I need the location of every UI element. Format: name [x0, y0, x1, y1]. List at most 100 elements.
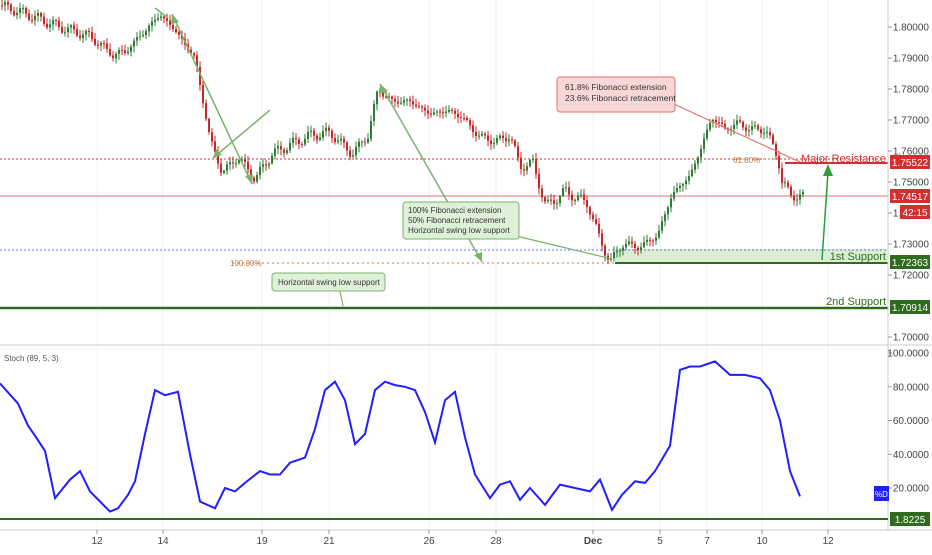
candle-body — [55, 19, 57, 21]
candle-body — [688, 176, 690, 181]
candle-body — [361, 141, 363, 143]
time-tick-label: 26 — [423, 536, 435, 547]
candle-body — [520, 157, 522, 170]
candle-body — [547, 199, 549, 202]
callout-mid-line-1: 100% Fibonacci extension — [408, 206, 501, 215]
candle-body — [109, 48, 111, 56]
candle-body — [469, 120, 471, 126]
candle-body — [61, 27, 63, 33]
candle-body — [238, 160, 240, 164]
badge-countdown-text: 42:15 — [902, 208, 927, 219]
candle-body — [127, 51, 129, 54]
candle-body — [475, 131, 477, 137]
arrow-line-2 — [212, 109, 271, 159]
candle-body — [628, 241, 630, 244]
candle-body — [397, 101, 399, 104]
candle-body — [538, 173, 540, 189]
candle-body — [655, 237, 657, 241]
candle-body — [373, 104, 375, 122]
price-tick-label: 1.76000 — [893, 147, 930, 158]
arrow-line-1a — [154, 7, 169, 19]
candle-body — [283, 149, 285, 153]
candle-body — [313, 130, 315, 136]
badge-stoch-level-text: 1.8225 — [895, 515, 926, 526]
callout-mid-pointer — [515, 235, 613, 260]
candle-body — [328, 127, 330, 131]
candle-body — [406, 99, 408, 101]
candle-body — [586, 199, 588, 208]
candle-body — [700, 148, 702, 158]
candle-body — [217, 151, 219, 164]
candle-body — [28, 13, 30, 20]
candle-body — [130, 46, 132, 52]
price-tick-label: 1.73000 — [893, 240, 930, 251]
candle-body — [631, 241, 633, 244]
candle-body — [274, 148, 276, 156]
badge-resistance-text: 1.75522 — [892, 158, 929, 169]
candle-body — [529, 159, 531, 167]
candle-body — [157, 18, 159, 20]
badge-resistance — [890, 155, 930, 169]
candle-body — [718, 122, 720, 124]
candle-body — [355, 146, 357, 156]
stoch-d-line — [0, 360, 801, 513]
candle-body — [532, 158, 534, 160]
candle-body — [256, 175, 258, 182]
price-tick-label: 1.75000 — [893, 178, 930, 189]
candle-body — [376, 91, 378, 105]
arrow-tail-1 — [171, 14, 179, 24]
candle-body — [460, 117, 462, 119]
badge-support2 — [890, 300, 930, 314]
candle-body — [439, 111, 441, 113]
candle-body — [304, 138, 306, 145]
candle-body — [46, 23, 48, 28]
candle-body — [241, 159, 243, 161]
candle-body — [82, 34, 84, 39]
arrow-up-resistance — [821, 171, 829, 261]
candle-body — [226, 164, 228, 171]
candle-body — [199, 66, 201, 85]
candle-body — [16, 12, 18, 16]
candle-body — [775, 144, 777, 156]
candle-body — [697, 157, 699, 164]
candle-body — [352, 155, 354, 157]
candle-body — [661, 221, 663, 231]
candle-body — [358, 141, 360, 147]
candle-body — [721, 122, 723, 124]
stoch-tick-label: 100.0000 — [887, 349, 929, 360]
candle-body — [622, 247, 624, 251]
candle-body — [385, 96, 387, 98]
candle-body — [43, 16, 45, 24]
candle-body — [466, 118, 468, 121]
badge-support1-text: 1.72363 — [892, 258, 929, 269]
candle-body — [601, 233, 603, 246]
candle-body — [121, 50, 123, 52]
callout-top-line-1: 61.8% Fibonacci extension — [565, 82, 667, 92]
candle-body — [646, 239, 648, 243]
candle-body — [370, 121, 372, 139]
candle-body — [535, 158, 537, 174]
candle-body — [196, 55, 198, 67]
time-tick-label: 10 — [756, 536, 768, 547]
candle-body — [364, 141, 366, 143]
candle-body — [754, 125, 756, 127]
candle-body — [211, 132, 213, 142]
time-tick-label: 21 — [323, 536, 335, 547]
candle-body — [247, 161, 249, 170]
candle-body — [49, 24, 51, 28]
candle-body — [679, 185, 681, 188]
candle-body — [289, 142, 291, 151]
candle-body — [298, 139, 300, 145]
callout-mid-line-3: Horizontal swing low support — [408, 226, 511, 235]
candle-body — [88, 30, 90, 33]
candle-body — [205, 103, 207, 119]
candle-body — [502, 135, 504, 139]
badge-support1 — [890, 255, 930, 269]
candle-body — [229, 162, 231, 165]
time-axis-ticks[interactable]: 12 14 19 21 26 28 Dec 5 7 10 12 — [91, 530, 834, 547]
candle-body — [490, 140, 492, 145]
second-support-label: 2nd Support — [826, 296, 886, 308]
candle-body — [19, 8, 21, 13]
